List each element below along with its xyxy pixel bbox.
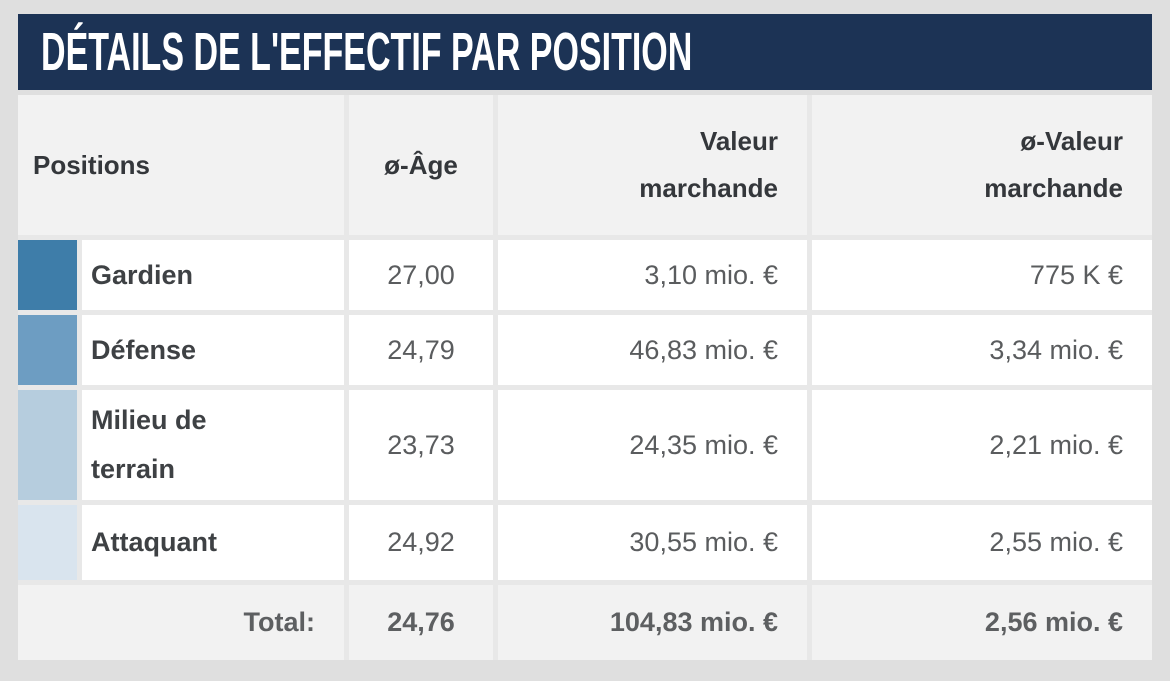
position-name: Milieu de terrain [82, 390, 344, 500]
widget-title-bar: DÉTAILS DE L'EFFECTIF PAR POSITION [18, 14, 1152, 90]
color-swatch-defense [18, 315, 77, 385]
color-swatch-attaquant [18, 505, 77, 580]
market-value: 30,55 mio. € [498, 505, 807, 580]
age-value: 24,92 [349, 505, 493, 580]
age-value: 24,79 [349, 315, 493, 385]
color-swatch-milieu [18, 390, 77, 500]
total-market-value: 104,83 mio. € [498, 585, 807, 660]
market-value: 46,83 mio. € [498, 315, 807, 385]
market-value: 24,35 mio. € [498, 390, 807, 500]
total-avg-market-value: 2,56 mio. € [812, 585, 1152, 660]
column-header-market-value: Valeur marchande [498, 95, 807, 235]
squad-details-widget: DÉTAILS DE L'EFFECTIF PAR POSITION Posit… [18, 14, 1152, 660]
position-name: Attaquant [82, 505, 344, 580]
market-value: 3,10 mio. € [498, 240, 807, 310]
total-label: Total: [18, 585, 344, 660]
total-age: 24,76 [349, 585, 493, 660]
avg-market-value: 2,55 mio. € [812, 505, 1152, 580]
position-name: Gardien [82, 240, 344, 310]
column-header-positions: Positions [18, 95, 344, 235]
color-swatch-gardien [18, 240, 77, 310]
position-name: Défense [82, 315, 344, 385]
positions-table: Positions ø-Âge Valeur marchande ø-Valeu… [18, 95, 1152, 660]
age-value: 23,73 [349, 390, 493, 500]
avg-market-value: 775 K € [812, 240, 1152, 310]
avg-market-value: 2,21 mio. € [812, 390, 1152, 500]
page-title: DÉTAILS DE L'EFFECTIF PAR POSITION [41, 22, 693, 82]
avg-market-value: 3,34 mio. € [812, 315, 1152, 385]
column-header-age: ø-Âge [349, 95, 493, 235]
age-value: 27,00 [349, 240, 493, 310]
column-header-avg-market-value: ø-Valeur marchande [812, 95, 1152, 235]
